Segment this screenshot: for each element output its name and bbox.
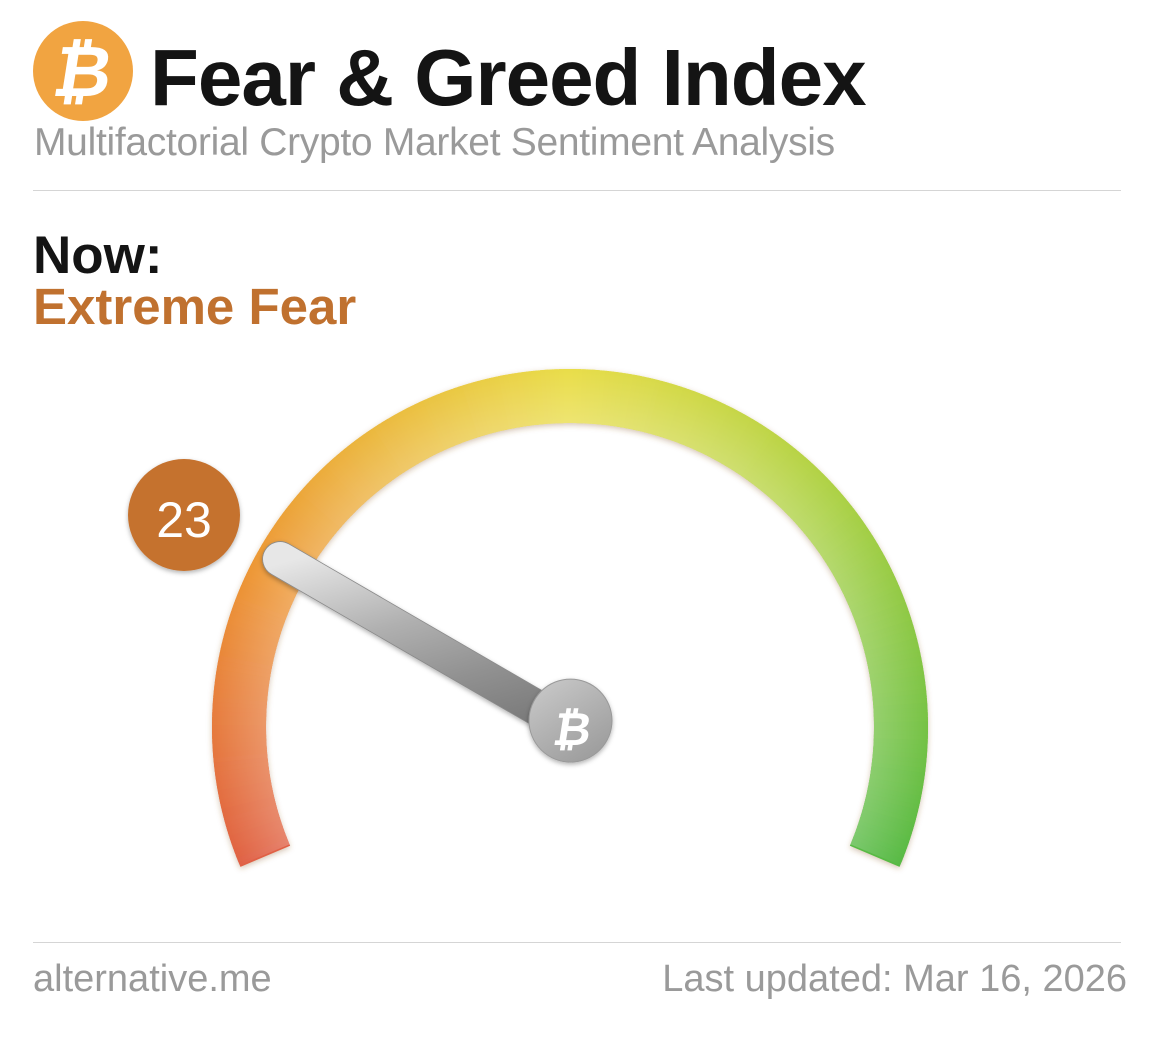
svg-text:23: 23 <box>156 492 212 548</box>
